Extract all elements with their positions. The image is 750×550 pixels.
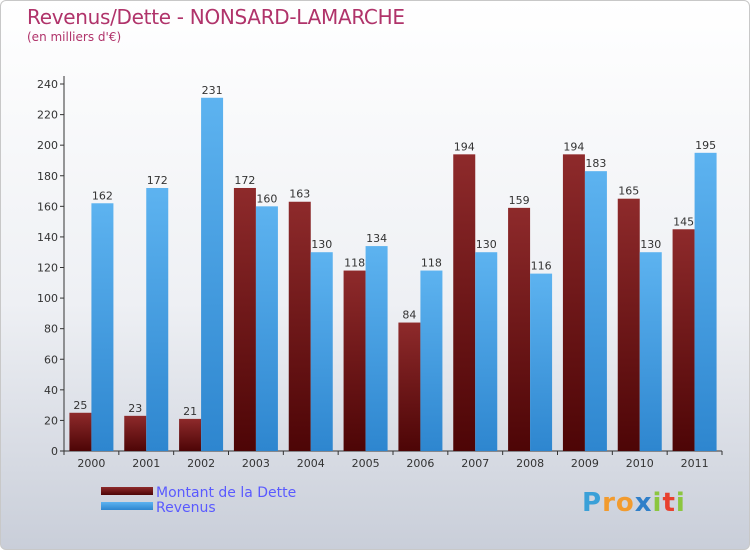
y-tick-label: 160	[37, 200, 58, 213]
logo-letter: r	[602, 488, 616, 518]
data-label-revenus: 118	[421, 257, 442, 270]
data-label-dette: 118	[344, 257, 365, 270]
data-label-revenus: 134	[366, 232, 387, 245]
data-label-revenus: 183	[585, 157, 606, 170]
data-label-dette: 21	[183, 405, 197, 418]
logo-letter: o	[615, 488, 635, 518]
bar-revenus	[420, 270, 443, 451]
x-tick-label: 2007	[461, 457, 489, 470]
y-tick-label: 220	[37, 109, 58, 122]
logo-letter: x	[634, 488, 653, 518]
legend-swatch-debt	[101, 487, 153, 495]
x-tick-label: 2008	[516, 457, 544, 470]
bar-revenus	[530, 273, 553, 451]
bar-revenus	[365, 246, 388, 451]
data-label-dette: 23	[128, 402, 142, 415]
x-tick-label: 2010	[626, 457, 654, 470]
x-tick-label: 2002	[187, 457, 215, 470]
data-label-revenus: 162	[92, 189, 113, 202]
x-tick-label: 2000	[77, 457, 105, 470]
y-tick-label: 0	[51, 445, 58, 458]
data-label-revenus: 172	[147, 174, 168, 187]
legend-label-debt: Montant de la Dette	[156, 485, 297, 501]
data-label-dette: 172	[234, 174, 255, 187]
data-label-revenus: 130	[476, 238, 497, 251]
bar-revenus	[91, 203, 114, 451]
bar-dette	[124, 415, 147, 451]
bar-dette	[508, 207, 531, 451]
y-tick-label: 60	[44, 353, 58, 366]
data-label-revenus: 160	[256, 192, 277, 205]
y-tick-label: 140	[37, 231, 58, 244]
bar-dette	[288, 201, 311, 451]
y-tick-label: 40	[44, 384, 58, 397]
logo-letter: P	[582, 488, 603, 518]
x-tick-label: 2011	[681, 457, 709, 470]
x-tick-label: 2009	[571, 457, 599, 470]
bar-dette	[69, 412, 92, 451]
bar-revenus	[584, 171, 607, 451]
x-tick-label: 2006	[406, 457, 434, 470]
bar-dette	[398, 322, 421, 451]
bar-revenus	[201, 97, 224, 451]
x-tick-label: 2005	[352, 457, 380, 470]
data-label-dette: 194	[563, 140, 584, 153]
logo-letter: i	[652, 488, 663, 518]
bar-dette	[233, 187, 256, 451]
data-label-dette: 84	[402, 309, 416, 322]
bar-dette	[453, 154, 476, 451]
y-tick-label: 20	[44, 414, 58, 427]
proxiti-logo: Proxiti	[582, 488, 686, 518]
x-tick-label: 2001	[132, 457, 160, 470]
bar-revenus	[255, 206, 278, 451]
y-tick-label: 80	[44, 323, 58, 336]
y-tick-label: 120	[37, 262, 58, 275]
data-label-dette: 145	[673, 215, 694, 228]
bar-dette	[617, 198, 640, 451]
bar-dette	[179, 418, 202, 451]
data-label-revenus: 130	[311, 238, 332, 251]
bar-revenus	[146, 187, 169, 451]
y-tick-label: 200	[37, 139, 58, 152]
bar-revenus	[475, 252, 498, 451]
x-tick-label: 2004	[297, 457, 325, 470]
data-label-dette: 163	[289, 188, 310, 201]
bar-dette	[672, 229, 695, 451]
bar-revenus	[310, 252, 333, 451]
y-tick-label: 180	[37, 170, 58, 183]
legend-swatch-revenus	[101, 502, 153, 510]
bar-dette	[343, 270, 366, 451]
chart-subtitle: (en milliers d'€)	[27, 30, 122, 44]
bar-dette	[562, 154, 585, 451]
data-label-revenus: 130	[640, 238, 661, 251]
x-tick-label: 2003	[242, 457, 270, 470]
data-label-revenus: 116	[531, 260, 552, 273]
data-label-dette: 165	[618, 185, 639, 198]
chart-title: Revenus/Dette - NONSARD-LAMARCHE	[27, 5, 405, 29]
logo-letter: t	[662, 488, 676, 518]
bar-revenus	[639, 252, 662, 451]
legend-label-revenus: Revenus	[156, 500, 216, 516]
y-tick-label: 240	[37, 78, 58, 91]
y-tick-label: 100	[37, 292, 58, 305]
data-label-dette: 25	[73, 399, 87, 412]
data-label-revenus: 195	[695, 139, 716, 152]
bar-revenus	[694, 152, 717, 451]
data-label-dette: 159	[509, 194, 530, 207]
data-label-dette: 194	[454, 140, 475, 153]
logo-letter: i	[675, 488, 686, 518]
data-label-revenus: 231	[202, 84, 223, 97]
